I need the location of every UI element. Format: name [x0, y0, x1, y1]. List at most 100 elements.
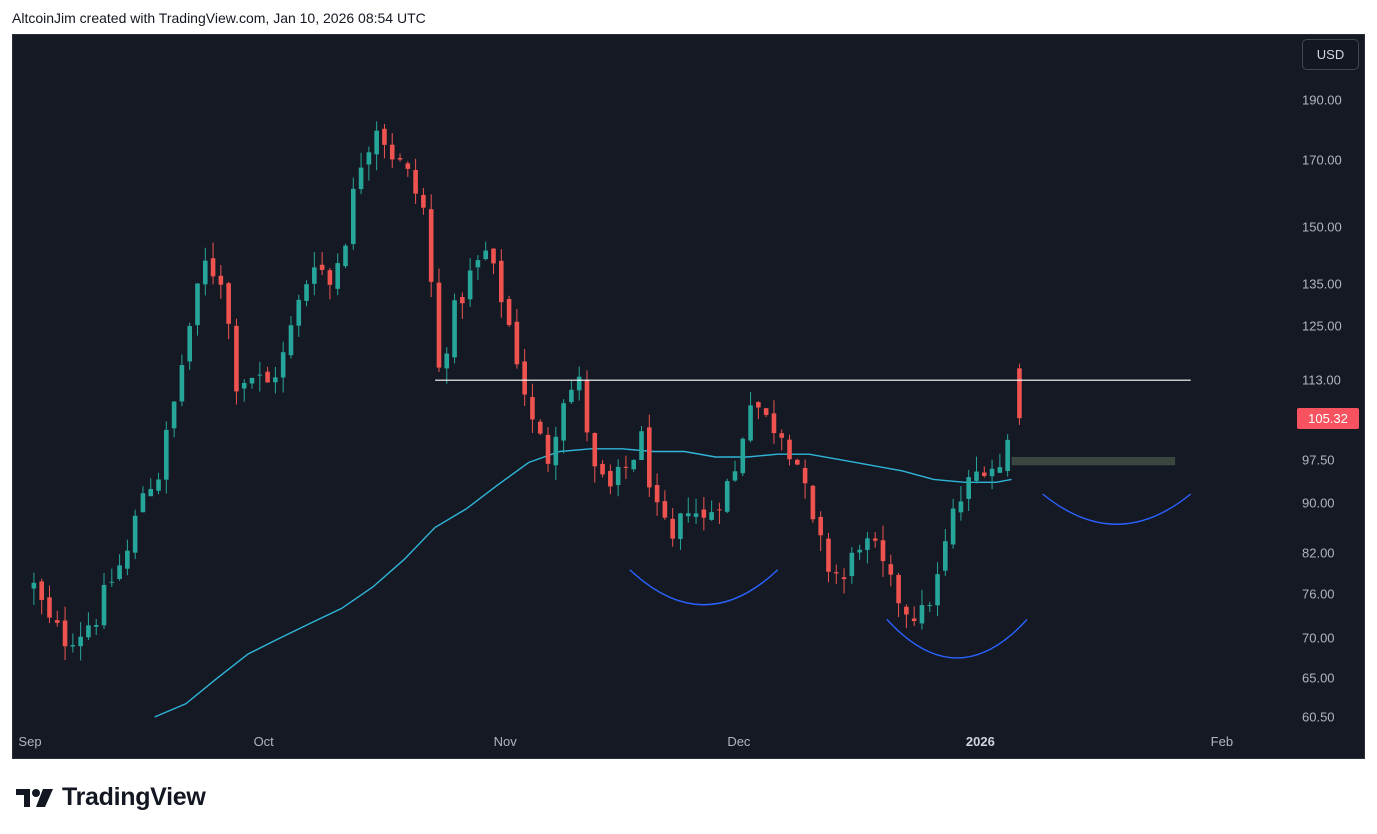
- candle-body: [857, 549, 862, 553]
- candle-body: [935, 574, 940, 606]
- moving-average-line: [154, 448, 1012, 718]
- candle-body: [70, 645, 76, 647]
- candle-body: [787, 439, 792, 460]
- candle-body: [756, 402, 761, 408]
- candle-body: [358, 167, 364, 190]
- candle-body: [31, 582, 37, 589]
- candle-body: [989, 468, 995, 477]
- candle-body: [553, 436, 559, 466]
- candle-body: [62, 620, 68, 647]
- candle-body: [654, 485, 660, 503]
- candle-body: [117, 565, 122, 579]
- candle-body: [257, 374, 263, 376]
- chart-credit-header: AltcoinJim created with TradingView.com,…: [12, 10, 426, 26]
- candle-body: [288, 325, 294, 356]
- chart-panel[interactable]: [12, 34, 1365, 759]
- candle-body: [600, 463, 605, 475]
- candle-body: [904, 606, 909, 615]
- candle-body: [779, 433, 785, 438]
- tradingview-logo-icon: [16, 788, 53, 807]
- candle-body: [304, 284, 309, 301]
- candle-body: [54, 620, 60, 623]
- price-tick-label: 60.50: [1302, 709, 1335, 725]
- price-tick-label: 150.00: [1302, 219, 1342, 235]
- price-tick-label: 76.00: [1302, 586, 1335, 602]
- candle-body: [86, 625, 91, 638]
- candle-body: [140, 493, 146, 513]
- candle-body: [927, 605, 933, 607]
- candle-body: [623, 466, 629, 468]
- last-price-badge: 105.32: [1297, 408, 1359, 429]
- candle-body: [966, 477, 971, 499]
- candle-body: [911, 618, 917, 622]
- candle-body: [1005, 439, 1010, 472]
- candle-body: [109, 581, 115, 583]
- time-tick-label: Nov: [493, 734, 517, 749]
- candle-body: [763, 408, 769, 415]
- candle-body: [374, 130, 379, 155]
- candle-body: [662, 501, 668, 518]
- candle-body: [335, 263, 341, 289]
- cup-arc: [1042, 493, 1192, 525]
- candle-body: [389, 144, 395, 160]
- candle-body: [319, 264, 325, 270]
- candle-body: [234, 325, 239, 392]
- price-tick-label: 97.50: [1302, 452, 1335, 468]
- price-tick-label: 65.00: [1302, 670, 1335, 686]
- candle-body: [467, 270, 473, 300]
- candle-body: [997, 467, 1003, 473]
- candle-body: [397, 157, 403, 160]
- candle-body: [693, 513, 699, 517]
- candle-body: [841, 577, 847, 580]
- last-candle-body: [1017, 368, 1022, 419]
- candle-body: [498, 260, 504, 303]
- price-tick-label: 90.00: [1302, 495, 1335, 511]
- candle-body: [974, 471, 979, 481]
- candle-body: [849, 552, 855, 577]
- candle-body: [483, 250, 489, 260]
- candle-body: [187, 326, 192, 362]
- candle-body: [880, 540, 886, 562]
- tradingview-footer[interactable]: TradingView: [16, 783, 206, 812]
- candle-body: [444, 353, 450, 369]
- candle-body: [561, 403, 566, 441]
- candle-body: [296, 299, 302, 326]
- candle-body: [202, 260, 208, 285]
- candle-body: [545, 434, 551, 464]
- cup-arc: [629, 569, 779, 606]
- time-tick-label: Feb: [1210, 734, 1234, 749]
- candle-body: [405, 163, 411, 169]
- candle-body: [164, 429, 169, 480]
- candle-body: [101, 584, 107, 626]
- candle-body: [732, 471, 738, 481]
- candle-body: [506, 298, 512, 326]
- candle-body: [452, 300, 457, 358]
- candle-body: [771, 413, 777, 434]
- candle-body: [826, 538, 831, 572]
- candle-body: [413, 169, 418, 194]
- candle-body: [366, 152, 372, 165]
- candle-body: [273, 377, 278, 383]
- candle-body: [39, 581, 44, 600]
- candle-body: [701, 509, 707, 518]
- candle-body: [249, 377, 255, 384]
- candle-body: [125, 550, 130, 569]
- candle-body: [802, 467, 808, 484]
- candle-body: [872, 538, 878, 541]
- candle-body: [280, 352, 286, 378]
- candle-body: [833, 572, 839, 574]
- candles-layer: [31, 121, 1022, 661]
- candle-body: [810, 485, 816, 520]
- candle-body: [218, 275, 224, 285]
- candle-body: [350, 188, 356, 244]
- candle-body: [514, 321, 520, 365]
- candle-body: [179, 365, 185, 402]
- candle-body: [156, 479, 161, 491]
- currency-button[interactable]: USD: [1302, 39, 1359, 70]
- candle-body: [47, 597, 52, 618]
- candle-body: [647, 427, 652, 488]
- candle-body: [148, 489, 154, 497]
- candle-body: [132, 515, 138, 553]
- candle-body: [592, 433, 598, 467]
